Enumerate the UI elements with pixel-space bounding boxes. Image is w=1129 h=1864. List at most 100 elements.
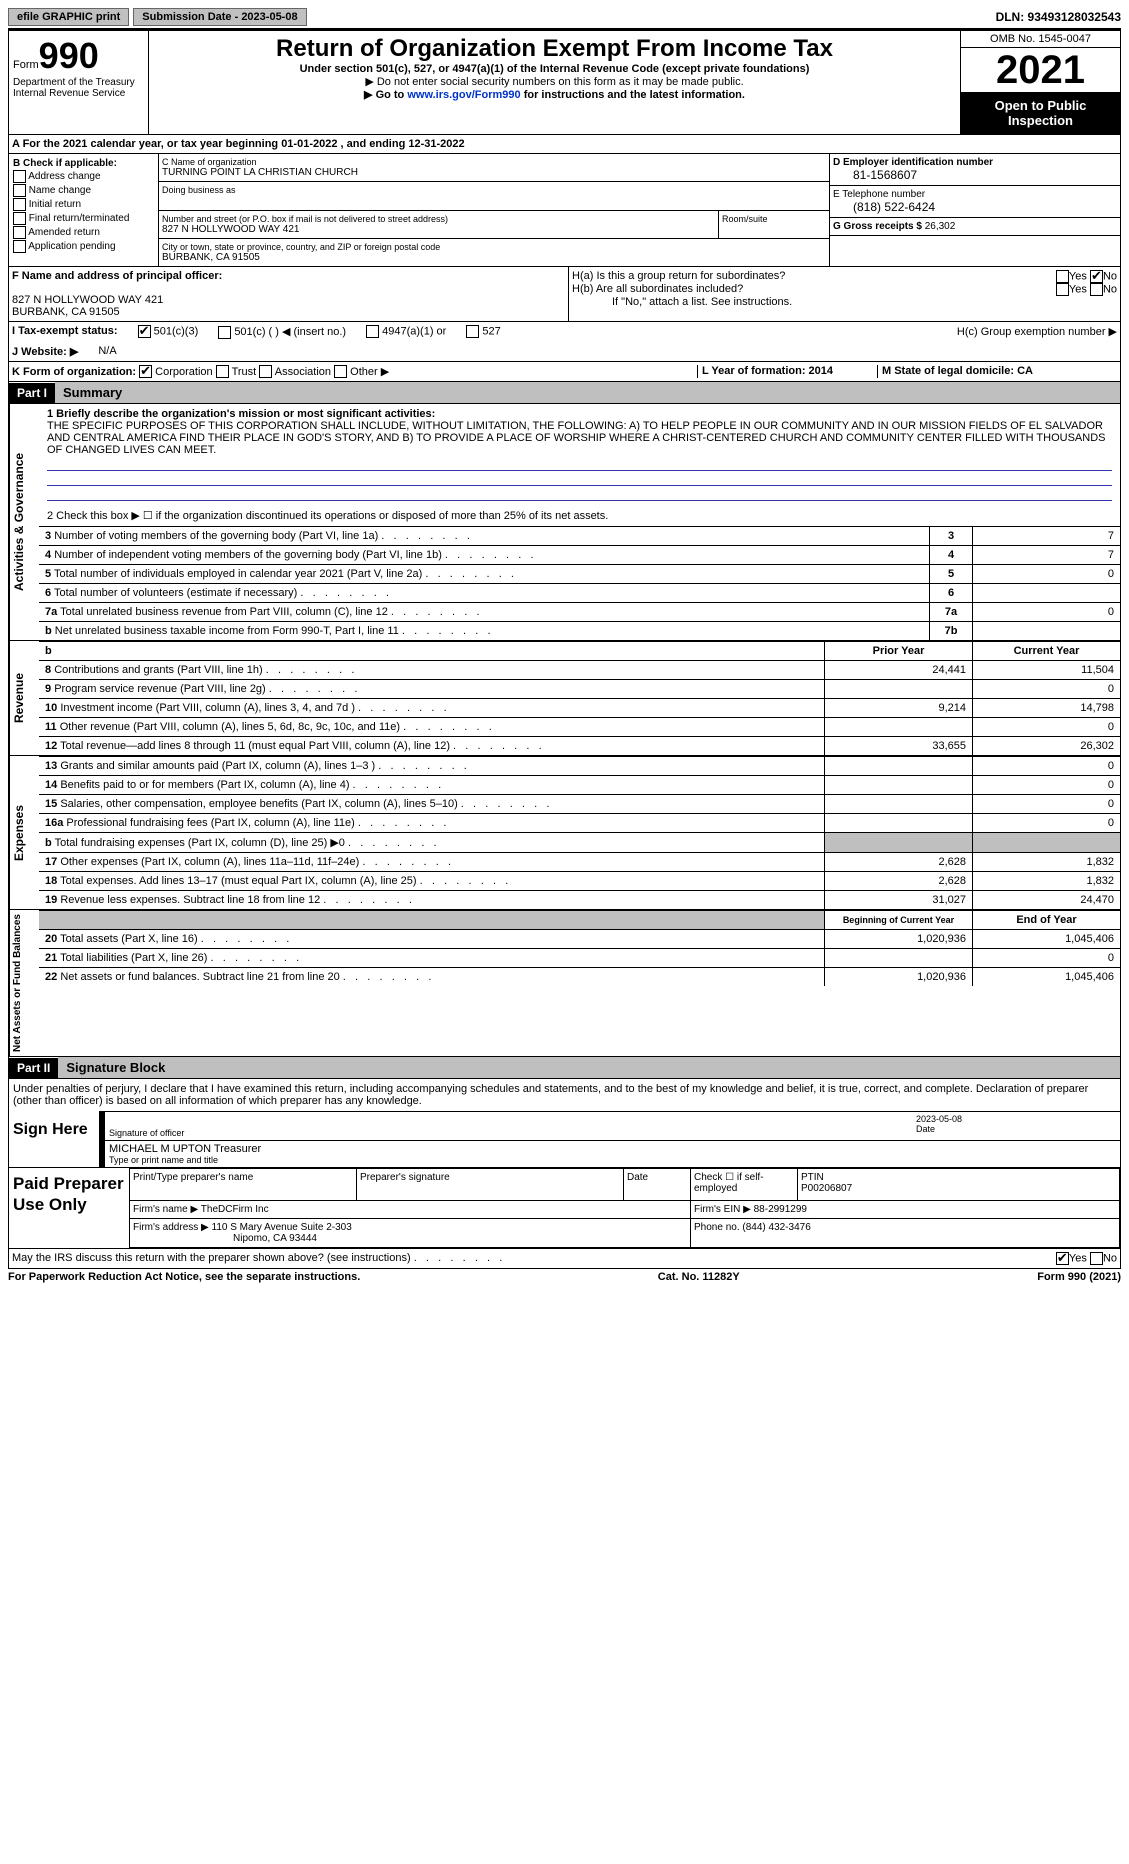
tax-year: 2021 <box>961 48 1120 92</box>
line1-label: 1 Briefly describe the organization's mi… <box>47 408 1112 420</box>
form-label: Form <box>13 59 39 71</box>
chk-501c[interactable] <box>218 326 231 339</box>
firm-name: TheDCFirm Inc <box>201 1204 269 1215</box>
chk-name-change[interactable] <box>13 184 26 197</box>
lbl-address-change: Address change <box>28 171 100 182</box>
opt-assoc: Association <box>275 366 331 378</box>
chk-discuss-no[interactable] <box>1090 1252 1103 1265</box>
entity-info-grid: B Check if applicable: Address change Na… <box>8 154 1121 267</box>
efile-button[interactable]: efile GRAPHIC print <box>8 8 129 26</box>
chk-address-change[interactable] <box>13 170 26 183</box>
chk-other[interactable] <box>334 365 347 378</box>
eoy-header: End of Year <box>973 911 1121 930</box>
chk-application-pending[interactable] <box>13 240 26 253</box>
table-row: 18 Total expenses. Add lines 13–17 (must… <box>39 872 1120 891</box>
summary-activities: Activities & Governance 1 Briefly descri… <box>8 404 1121 641</box>
summary-expenses: Expenses 13 Grants and similar amounts p… <box>8 756 1121 910</box>
sign-here-label: Sign Here <box>9 1111 99 1167</box>
row-i: I Tax-exempt status: 501(c)(3) 501(c) ( … <box>8 322 1121 342</box>
note-goto-post: for instructions and the latest informat… <box>521 89 745 101</box>
chk-hb-no[interactable] <box>1090 283 1103 296</box>
chk-assoc[interactable] <box>259 365 272 378</box>
table-row: 8 Contributions and grants (Part VIII, l… <box>39 661 1120 680</box>
table-row: 4 Number of independent voting members o… <box>39 546 1120 565</box>
boy-header: Beginning of Current Year <box>825 911 973 930</box>
opt-corp: Corporation <box>155 366 212 378</box>
sig-officer-label: Signature of officer <box>109 1128 184 1138</box>
city-value: BURBANK, CA 91505 <box>162 252 826 263</box>
footer-right: Form 990 (2021) <box>1037 1271 1121 1283</box>
row-i-label: I Tax-exempt status: <box>12 325 118 339</box>
row-j-label: J Website: ▶ <box>12 345 78 358</box>
table-row: 20 Total assets (Part X, line 16)1,020,9… <box>39 930 1120 949</box>
chk-hb-yes[interactable] <box>1056 283 1069 296</box>
table-row: 12 Total revenue—add lines 8 through 11 … <box>39 737 1120 756</box>
table-row: 11 Other revenue (Part VIII, column (A),… <box>39 718 1120 737</box>
part2-badge: Part II <box>9 1058 58 1078</box>
paid-preparer-block: Paid Preparer Use Only Print/Type prepar… <box>8 1168 1121 1249</box>
table-row: 21 Total liabilities (Part X, line 26)0 <box>39 949 1120 968</box>
row-k-label: K Form of organization: <box>12 366 136 378</box>
table-row: 16a Professional fundraising fees (Part … <box>39 814 1120 833</box>
exp-table: 13 Grants and similar amounts paid (Part… <box>39 756 1120 909</box>
ein-value: 81-1568607 <box>833 168 1117 182</box>
org-name: TURNING POINT LA CHRISTIAN CHURCH <box>162 167 826 178</box>
opt-other: Other ▶ <box>350 366 389 378</box>
lbl-name-change: Name change <box>29 185 91 196</box>
underline-2 <box>47 473 1112 486</box>
prior-year-header: Prior Year <box>825 642 973 661</box>
table-row: 14 Benefits paid to or for members (Part… <box>39 776 1120 795</box>
firm-addr1: 110 S Mary Avenue Suite 2-303 <box>212 1222 352 1233</box>
form-header: Form990 Department of the Treasury Inter… <box>8 30 1121 135</box>
chk-527[interactable] <box>466 325 479 338</box>
discuss-row: May the IRS discuss this return with the… <box>8 1249 1121 1269</box>
summary-revenue: Revenue bPrior YearCurrent Year 8 Contri… <box>8 641 1121 756</box>
prep-phone: (844) 432-3476 <box>742 1222 810 1233</box>
chk-amended-return[interactable] <box>13 226 26 239</box>
table-row: 5 Total number of individuals employed i… <box>39 565 1120 584</box>
table-row: b Total fundraising expenses (Part IX, c… <box>39 833 1120 853</box>
lbl-final-return: Final return/terminated <box>29 213 130 224</box>
name-label: C Name of organization <box>162 157 826 167</box>
chk-ha-no[interactable] <box>1090 270 1103 283</box>
note-goto-pre: ▶ Go to <box>364 89 407 101</box>
chk-discuss-yes[interactable] <box>1056 1252 1069 1265</box>
ein-label: D Employer identification number <box>833 157 1117 168</box>
table-row: 9 Program service revenue (Part VIII, li… <box>39 680 1120 699</box>
section-f-label: F Name and address of principal officer: <box>12 270 565 282</box>
firm-name-label: Firm's name ▶ <box>133 1204 198 1215</box>
phone-label: E Telephone number <box>833 189 1117 200</box>
vlabel-rev: Revenue <box>9 641 39 755</box>
public-inspection-badge: Open to Public Inspection <box>961 92 1120 134</box>
current-year-header: Current Year <box>973 642 1121 661</box>
officer-name: MICHAEL M UPTON Treasurer <box>109 1143 261 1155</box>
state-domicile: M State of legal domicile: CA <box>877 365 1117 379</box>
lbl-initial-return: Initial return <box>29 199 81 210</box>
chk-ha-yes[interactable] <box>1056 270 1069 283</box>
form-subtitle: Under section 501(c), 527, or 4947(a)(1)… <box>153 63 956 75</box>
hb-yes: Yes <box>1069 283 1087 295</box>
chk-final-return[interactable] <box>13 212 26 225</box>
chk-501c3[interactable] <box>138 325 151 338</box>
opt-501c3: 501(c)(3) <box>154 325 199 337</box>
chk-trust[interactable] <box>216 365 229 378</box>
chk-corp[interactable] <box>139 365 152 378</box>
submission-date-button[interactable]: Submission Date - 2023-05-08 <box>133 8 306 26</box>
chk-4947[interactable] <box>366 325 379 338</box>
chk-initial-return[interactable] <box>13 198 26 211</box>
omb-number: OMB No. 1545-0047 <box>961 31 1120 48</box>
officer-group-grid: F Name and address of principal officer:… <box>8 267 1121 322</box>
firm-addr2: Nipomo, CA 93444 <box>133 1233 317 1244</box>
line1-text: THE SPECIFIC PURPOSES OF THIS CORPORATIO… <box>47 420 1112 456</box>
firm-addr-label: Firm's address ▶ <box>133 1222 209 1233</box>
row-a-period: A For the 2021 calendar year, or tax yea… <box>8 135 1121 154</box>
form990-link[interactable]: www.irs.gov/Form990 <box>407 89 520 101</box>
hb-note: If "No," attach a list. See instructions… <box>572 296 1117 308</box>
row-k: K Form of organization: Corporation Trus… <box>8 362 1121 383</box>
row-j: J Website: ▶ N/A <box>8 342 1121 362</box>
street-label: Number and street (or P.O. box if mail i… <box>162 214 715 224</box>
vlabel-exp: Expenses <box>9 756 39 909</box>
ha-no: No <box>1103 270 1117 282</box>
table-row: 17 Other expenses (Part IX, column (A), … <box>39 853 1120 872</box>
discuss-text: May the IRS discuss this return with the… <box>12 1252 502 1265</box>
